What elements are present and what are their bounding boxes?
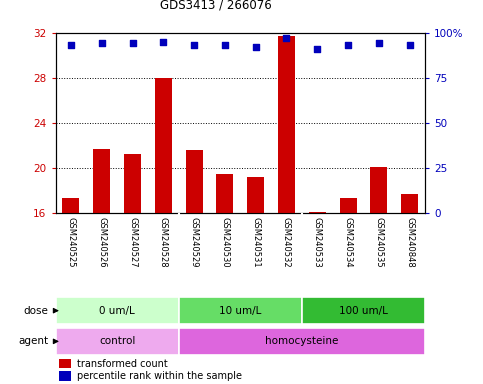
- Text: GSM240530: GSM240530: [220, 217, 229, 268]
- Bar: [62, 199, 79, 213]
- Bar: [185, 150, 202, 213]
- Bar: [56, 297, 179, 324]
- Text: homocysteine: homocysteine: [265, 336, 339, 346]
- Text: GSM240533: GSM240533: [313, 217, 322, 268]
- Point: [221, 42, 229, 48]
- Text: transformed count: transformed count: [77, 359, 167, 369]
- Text: GSM240527: GSM240527: [128, 217, 137, 268]
- Text: GSM240532: GSM240532: [282, 217, 291, 268]
- Bar: [247, 177, 264, 213]
- Point: [375, 40, 383, 46]
- Bar: [309, 212, 326, 213]
- Point: [128, 40, 136, 46]
- Bar: [124, 154, 141, 213]
- Bar: [179, 297, 302, 324]
- Text: agent: agent: [18, 336, 48, 346]
- Text: 10 um/L: 10 um/L: [219, 306, 261, 316]
- Text: GSM240535: GSM240535: [374, 217, 384, 268]
- Text: GDS3413 / 266076: GDS3413 / 266076: [160, 0, 272, 12]
- Bar: [59, 359, 71, 368]
- Bar: [401, 194, 418, 213]
- Text: GSM240848: GSM240848: [405, 217, 414, 268]
- Bar: [56, 328, 179, 355]
- Bar: [59, 371, 71, 381]
- Point: [98, 40, 106, 46]
- Bar: [340, 199, 356, 213]
- Text: GSM240526: GSM240526: [97, 217, 106, 268]
- Point: [283, 35, 290, 41]
- Text: 0 um/L: 0 um/L: [99, 306, 135, 316]
- Text: control: control: [99, 336, 135, 346]
- Text: 100 um/L: 100 um/L: [339, 306, 388, 316]
- Point: [190, 42, 198, 48]
- Point: [344, 42, 352, 48]
- Text: GSM240529: GSM240529: [190, 217, 199, 268]
- Bar: [278, 36, 295, 213]
- Text: percentile rank within the sample: percentile rank within the sample: [77, 371, 241, 381]
- Bar: [155, 78, 172, 213]
- Bar: [302, 297, 425, 324]
- Text: dose: dose: [23, 306, 48, 316]
- Point: [252, 44, 259, 50]
- Point: [406, 42, 413, 48]
- Point: [67, 42, 75, 48]
- Text: GSM240525: GSM240525: [67, 217, 75, 268]
- Text: GSM240528: GSM240528: [159, 217, 168, 268]
- Point: [313, 46, 321, 52]
- Text: GSM240534: GSM240534: [343, 217, 353, 268]
- Text: GSM240531: GSM240531: [251, 217, 260, 268]
- Bar: [179, 328, 425, 355]
- Bar: [216, 174, 233, 213]
- Point: [159, 39, 167, 45]
- Bar: [93, 149, 110, 213]
- Bar: [370, 167, 387, 213]
